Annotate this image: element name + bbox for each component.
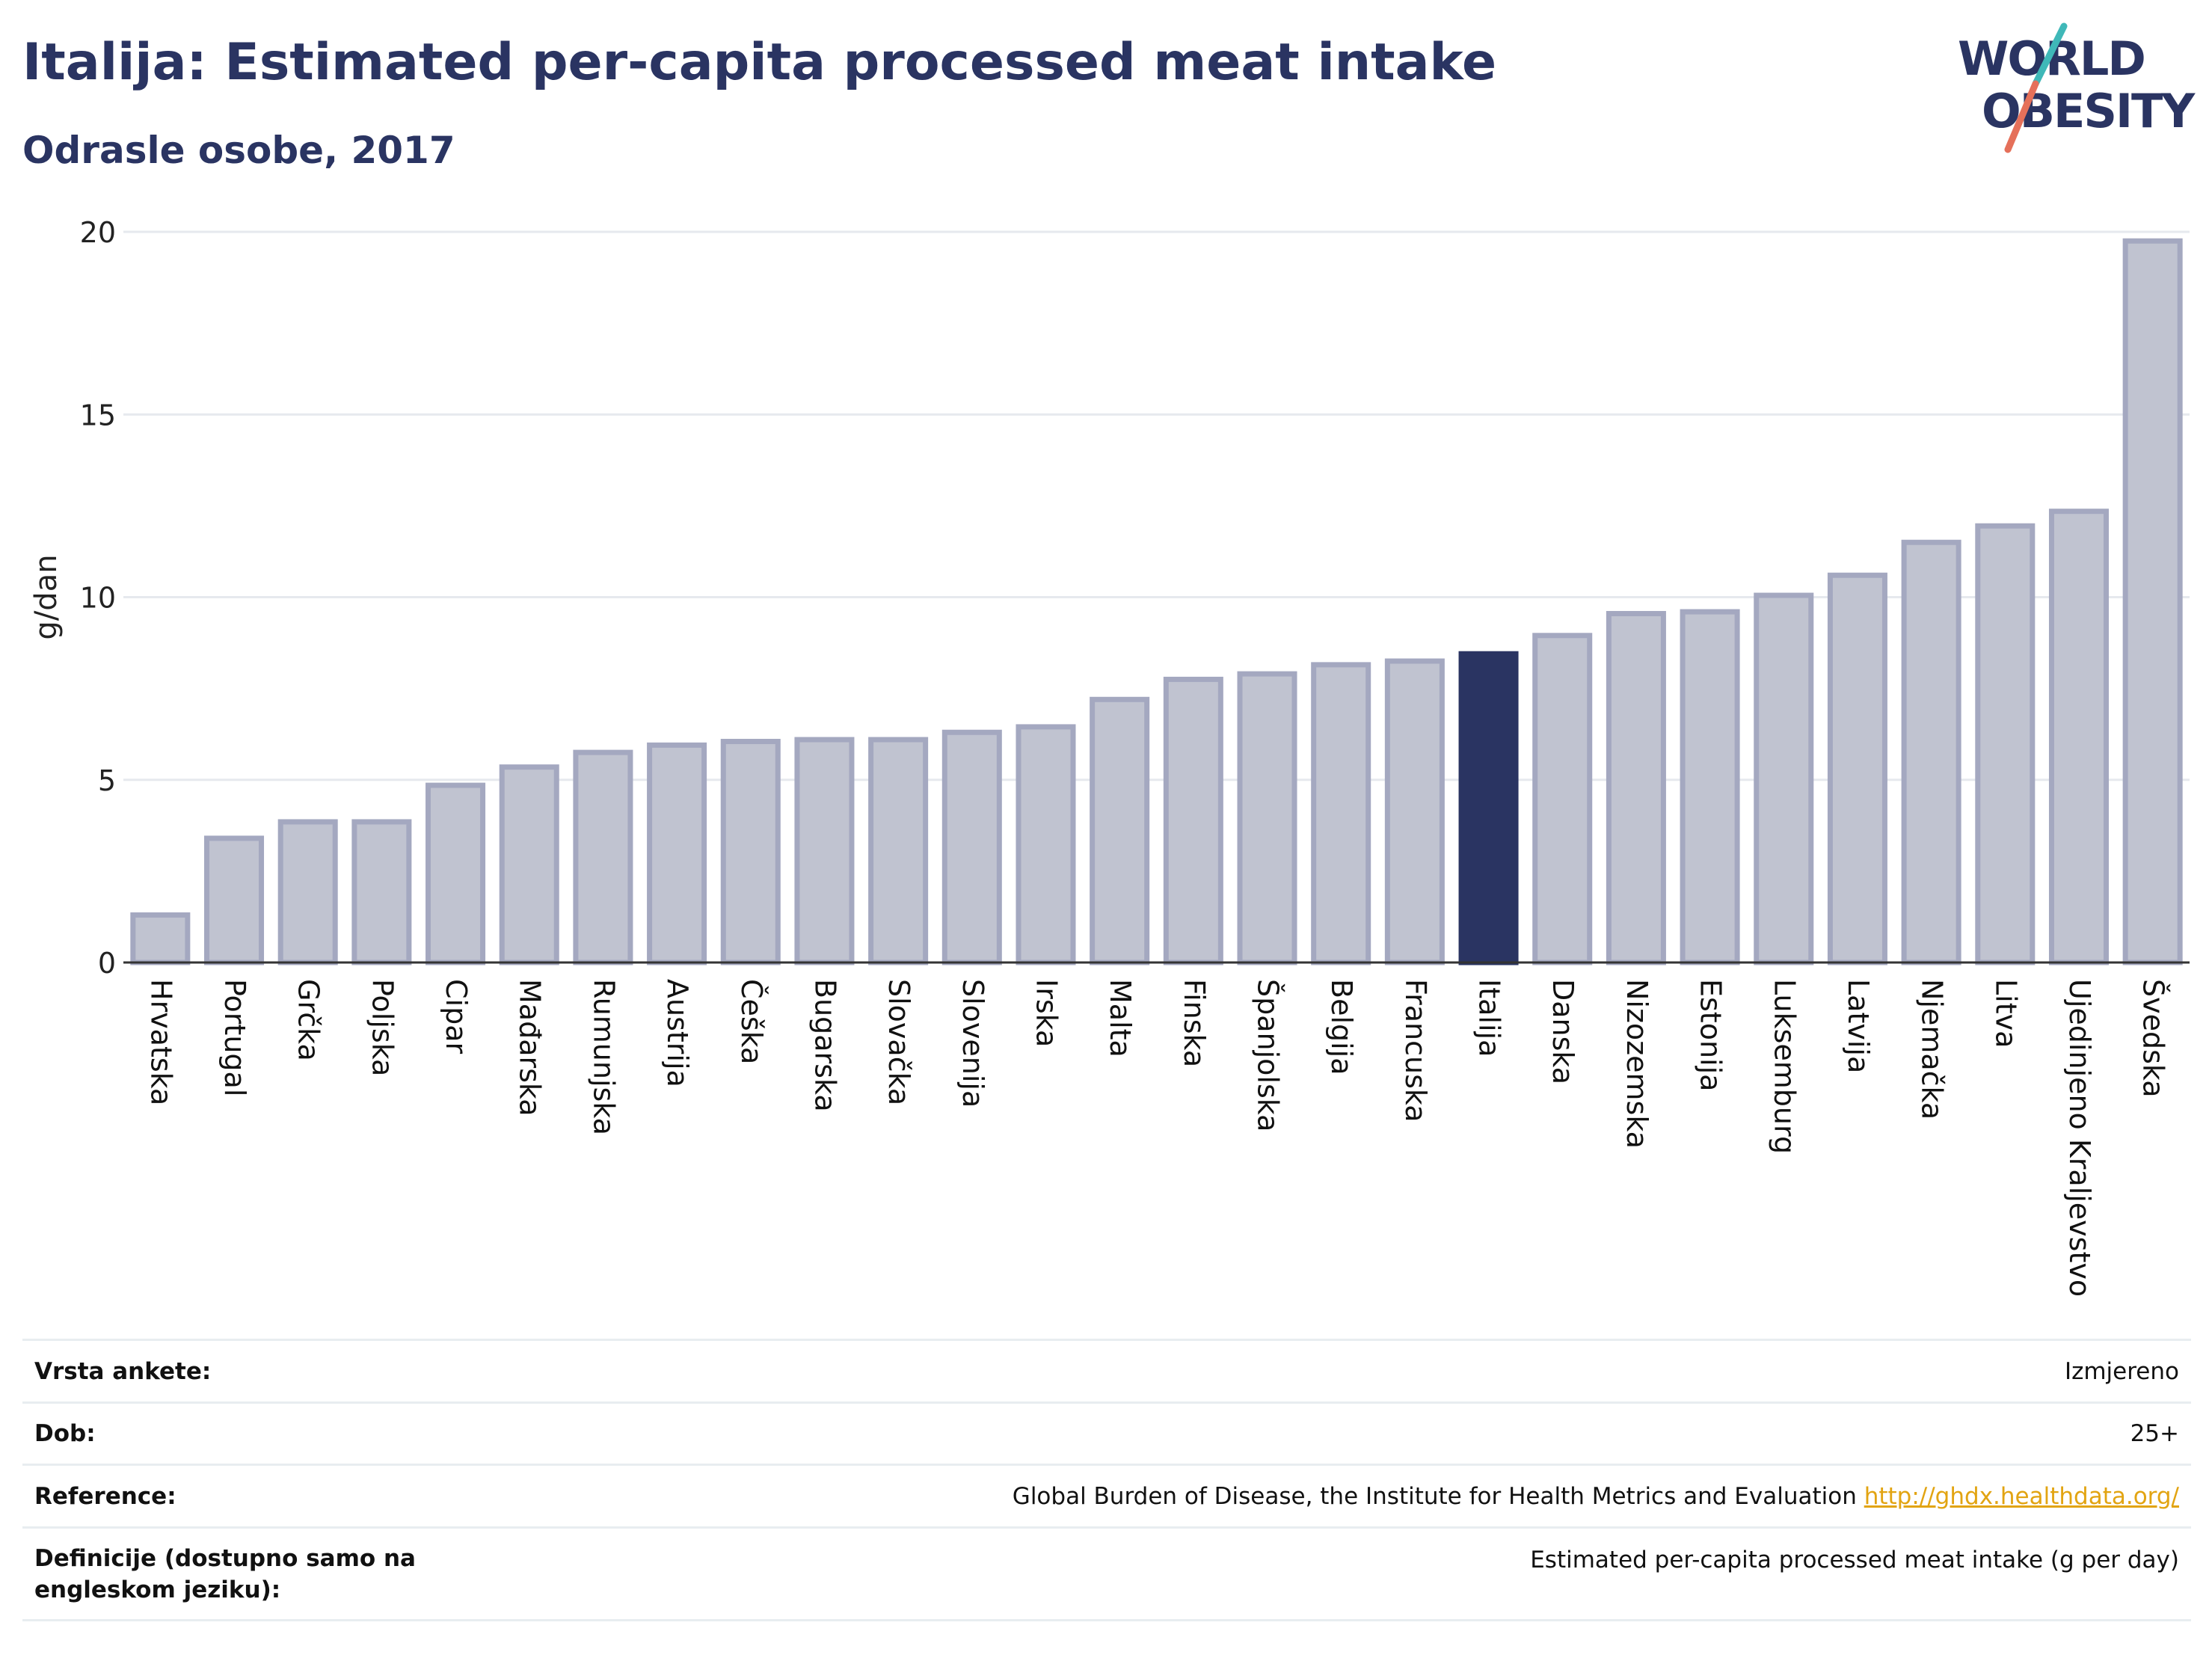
- bars: [130, 238, 2183, 965]
- y-axis-label: g/dan: [29, 554, 64, 639]
- info-row-survey-type: Vrsta ankete: Izmjereno: [22, 1339, 2191, 1403]
- info-label: Dob:: [34, 1420, 96, 1447]
- y-tick-label: 15: [80, 399, 116, 432]
- y-tick-label: 5: [98, 764, 116, 797]
- x-tick-label: Rumunjska: [587, 979, 620, 1135]
- info-row-reference: Reference: Global Burden of Disease, the…: [22, 1464, 2191, 1528]
- bar: [1754, 592, 1814, 965]
- info-label: Vrsta ankete:: [34, 1357, 212, 1385]
- x-tick-label: Ujedinjeno Kraljevstvo: [2063, 979, 2096, 1297]
- info-label: Reference:: [34, 1482, 176, 1510]
- x-tick-label: Luksemburg: [1768, 979, 1801, 1154]
- x-tick-label: Austrija: [661, 979, 694, 1087]
- bar: [794, 737, 855, 965]
- x-tick-label: Irska: [1030, 979, 1063, 1047]
- bar: [2122, 238, 2183, 965]
- x-tick-label: Nizozemska: [1620, 979, 1653, 1149]
- bar: [1090, 696, 1150, 965]
- bar: [720, 738, 781, 965]
- x-tick-label: Grčka: [292, 979, 325, 1061]
- chart-subtitle: Odrasle osobe, 2017: [22, 129, 455, 172]
- bar: [204, 835, 265, 965]
- reference-text: Global Burden of Disease, the Institute …: [1012, 1482, 1857, 1510]
- y-tick-label: 10: [80, 582, 116, 615]
- bar: [2048, 509, 2109, 965]
- bar: [1458, 651, 1519, 965]
- bar: [130, 912, 191, 965]
- bar: [1163, 676, 1223, 965]
- bar: [351, 819, 412, 965]
- x-tick-label: Latvija: [1842, 979, 1875, 1073]
- x-tick-label: Mađarska: [514, 979, 547, 1117]
- bar: [499, 764, 559, 965]
- x-tick-label: Portugal: [218, 979, 251, 1096]
- bar: [1680, 609, 1740, 965]
- bar: [573, 749, 633, 965]
- x-tick-label: Finska: [1178, 979, 1211, 1067]
- x-tick-label: Poljska: [366, 979, 399, 1076]
- bar: [1532, 633, 1593, 965]
- info-table: Vrsta ankete: Izmjereno Dob: 25+ Referen…: [22, 1339, 2191, 1621]
- x-tick-label: Estonija: [1695, 979, 1727, 1091]
- x-tick-label: Španjolska: [1252, 979, 1285, 1132]
- bar: [1901, 539, 1961, 965]
- x-tick-label: Slovenija: [956, 979, 989, 1108]
- info-value: Izmjereno: [2064, 1357, 2179, 1385]
- logo-text-world: WORLD: [1958, 31, 2145, 86]
- x-tick-label: Danska: [1546, 979, 1579, 1084]
- bar: [1975, 523, 2036, 965]
- bar: [1827, 572, 1887, 965]
- x-tick-label: Litva: [1989, 979, 2022, 1048]
- reference-link[interactable]: http://ghdx.healthdata.org/: [1864, 1482, 2179, 1510]
- y-tick-label: 0: [98, 947, 116, 980]
- bar: [647, 742, 707, 965]
- x-tick-label: Francuska: [1399, 979, 1432, 1122]
- axes: 0 5 10 15 20 g/dan Hrvatska Portugal Grčka Poljsk…: [29, 216, 2190, 1297]
- chart-title: Italija: Estimated per-capita processed …: [22, 33, 1497, 92]
- bar: [277, 819, 338, 965]
- info-row-definition: Definicije (dostupno samo na engleskom j…: [22, 1527, 2191, 1621]
- x-tick-label: Hrvatska: [144, 979, 177, 1105]
- bar: [1016, 724, 1076, 965]
- x-tick-label: Bugarska: [808, 979, 841, 1112]
- bar: [425, 782, 486, 965]
- bar-chart: 0 5 10 15 20 g/dan Hrvatska Portugal Grčka Poljsk…: [29, 216, 2190, 1297]
- x-tick-label: Njemačka: [1916, 979, 1949, 1120]
- x-tick-label: Švedska: [2137, 979, 2170, 1098]
- x-tick-label: Češka: [735, 979, 768, 1064]
- bar: [1606, 610, 1666, 965]
- info-row-age: Dob: 25+: [22, 1402, 2191, 1465]
- bar: [1384, 658, 1445, 965]
- info-value: Estimated per-capita processed meat inta…: [1530, 1547, 2179, 1573]
- logo-slash-teal: [2032, 22, 2068, 87]
- info-label: Definicije (dostupno samo na engleskom j…: [34, 1544, 416, 1603]
- x-tick-label: Malta: [1104, 979, 1137, 1057]
- bar: [941, 729, 1002, 965]
- x-tick-label: Italija: [1473, 979, 1506, 1057]
- world-obesity-logo: WORLD OBESITY: [1958, 22, 2197, 153]
- y-tick-label: 20: [80, 216, 116, 249]
- x-tick-label: Cipar: [440, 979, 473, 1054]
- x-tick-label: Slovačka: [882, 979, 915, 1105]
- bar: [868, 737, 929, 965]
- info-value: 25+: [2130, 1420, 2179, 1447]
- x-tick-label: Belgija: [1325, 979, 1358, 1075]
- logo-slash-coral: [2004, 80, 2039, 153]
- bar: [1237, 671, 1297, 965]
- bar: [1311, 662, 1371, 965]
